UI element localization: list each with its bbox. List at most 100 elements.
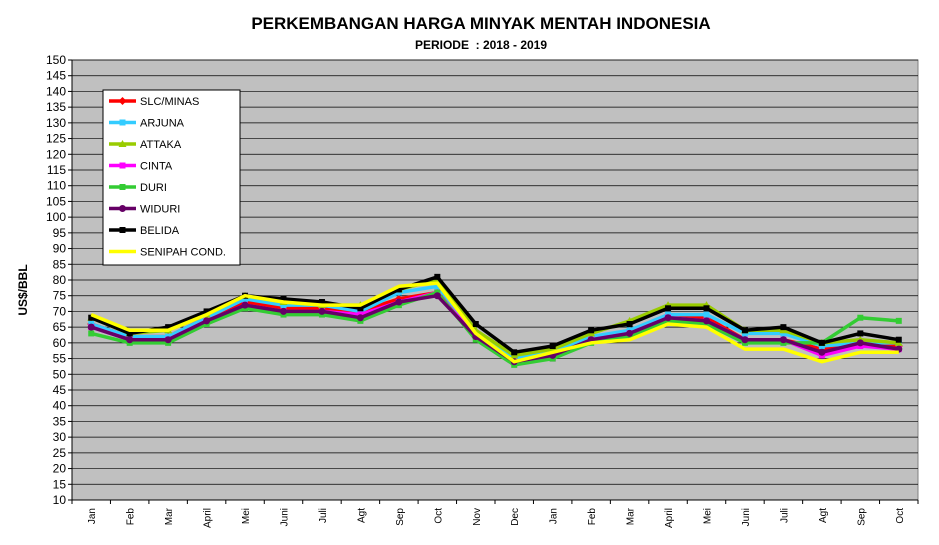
y-tick-label: 150: [46, 53, 66, 67]
data-point: [434, 283, 441, 290]
data-point: [549, 343, 556, 349]
y-tick-label: 85: [53, 257, 67, 271]
y-tick-label: 145: [46, 69, 66, 83]
y-tick-label: 80: [53, 273, 67, 287]
data-point: [588, 327, 595, 334]
data-point: [357, 308, 364, 315]
y-tick-label: 75: [53, 289, 67, 303]
data-point: [818, 339, 825, 346]
legend-label: SLC/MINAS: [140, 96, 199, 108]
data-point: [779, 336, 787, 344]
x-tick-label: Mei: [703, 508, 714, 524]
x-tick-label: Juli: [779, 508, 790, 523]
x-tick-label: Juni: [280, 508, 291, 526]
data-point: [626, 329, 634, 337]
y-tick-label: 20: [53, 462, 67, 476]
data-point: [665, 305, 672, 312]
x-tick-label: Feb: [587, 508, 598, 526]
data-point: [164, 336, 172, 344]
data-point: [88, 314, 95, 321]
legend-marker: [119, 119, 126, 126]
y-tick-label: 130: [46, 116, 66, 130]
legend-label: DURI: [140, 182, 167, 194]
y-tick-label: 115: [47, 163, 66, 177]
data-point: [626, 321, 633, 327]
y-tick-label: 95: [53, 226, 67, 240]
data-point: [664, 314, 672, 322]
x-tick-label: Dec: [510, 508, 521, 526]
plot-area-group: 1015202530354045505560657075808590951001…: [46, 53, 919, 528]
legend-marker: [119, 205, 126, 212]
y-tick-label: 60: [53, 336, 67, 350]
data-point: [356, 314, 364, 322]
data-point: [203, 317, 211, 325]
legend-label: BELIDA: [140, 225, 180, 237]
x-tick-label: Mar: [164, 507, 175, 525]
y-tick-label: 105: [46, 194, 66, 208]
data-point: [280, 307, 287, 315]
x-tick-label: Sep: [395, 508, 406, 526]
legend-marker: [119, 184, 126, 190]
data-point: [318, 299, 325, 305]
x-tick-label: Feb: [126, 508, 137, 526]
x-tick-label: April: [203, 508, 214, 528]
y-tick-label: 50: [53, 367, 67, 381]
data-point: [280, 302, 287, 309]
y-tick-label: 35: [53, 414, 67, 428]
legend-label: SENIPAH COND.: [140, 247, 226, 259]
x-tick-label: Oct: [895, 508, 906, 524]
data-point: [741, 327, 748, 334]
data-point: [857, 314, 864, 321]
y-tick-label: 90: [53, 242, 67, 256]
data-point: [511, 349, 518, 356]
y-tick-label: 25: [53, 446, 67, 460]
data-point: [87, 323, 95, 331]
data-point: [703, 305, 710, 312]
y-axis-label: US$/BBL: [16, 264, 30, 315]
data-point: [741, 336, 749, 344]
data-point: [703, 317, 710, 325]
y-tick-label: 45: [53, 383, 67, 397]
data-point: [818, 348, 826, 356]
y-tick-label: 55: [53, 352, 67, 366]
legend: SLC/MINAS ARJUNA ATTAKA CINTA DURI WIDURI BELI…: [102, 89, 241, 266]
legend-label: ATTAKA: [140, 139, 182, 151]
x-tick-label: Juli: [318, 508, 329, 523]
x-tick-label: Agt: [818, 508, 829, 523]
data-point: [241, 301, 249, 309]
x-tick-label: Sep: [856, 508, 867, 526]
x-tick-label: Agt: [356, 508, 367, 523]
x-tick-label: Mei: [241, 508, 252, 524]
data-point: [818, 343, 825, 349]
data-point: [856, 339, 864, 347]
data-point: [242, 295, 249, 302]
legend-marker: [119, 162, 126, 169]
data-point: [472, 321, 479, 327]
x-tick-label: Oct: [433, 508, 444, 524]
data-point: [434, 273, 441, 280]
y-tick-label: 65: [53, 320, 67, 334]
data-point: [433, 292, 441, 300]
x-tick-label: Juni: [741, 508, 752, 526]
y-tick-label: 40: [53, 399, 67, 413]
y-tick-label: 30: [53, 430, 67, 444]
legend-label: ARJUNA: [140, 118, 185, 130]
data-point: [165, 324, 172, 331]
chart-subtitle: PERIODE : 2018 - 2019: [415, 38, 547, 52]
x-tick-label: Jan: [87, 508, 98, 524]
data-point: [203, 308, 210, 315]
y-tick-label: 110: [47, 179, 66, 193]
data-point: [857, 330, 864, 337]
legend-marker: [119, 227, 126, 233]
data-point: [395, 286, 402, 293]
data-point: [280, 295, 287, 302]
legend-marker: [118, 97, 127, 105]
x-tick-label: Nov: [472, 508, 483, 526]
data-point: [395, 298, 403, 306]
y-tick-label: 70: [53, 304, 67, 318]
data-point: [741, 330, 748, 337]
y-tick-label: 140: [46, 84, 66, 98]
data-point: [357, 305, 364, 312]
